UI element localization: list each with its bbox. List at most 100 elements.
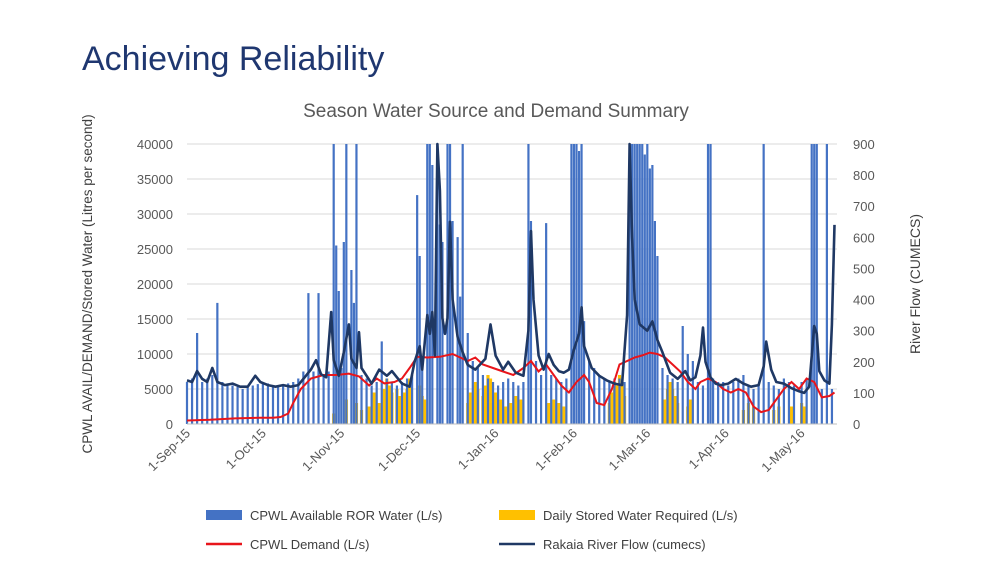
stored-bar bbox=[562, 406, 566, 424]
stored-bar bbox=[397, 396, 402, 424]
ror-bar bbox=[461, 144, 464, 424]
ror-bar bbox=[241, 389, 244, 424]
stored-bar bbox=[552, 399, 556, 424]
ror-bar bbox=[671, 378, 674, 424]
x-tick-label: 1-Oct-15 bbox=[223, 426, 269, 472]
ror-bar bbox=[426, 144, 429, 424]
ror-bar bbox=[815, 144, 818, 424]
ror-bar bbox=[512, 382, 515, 424]
ror-bar bbox=[390, 382, 393, 424]
ror-bar bbox=[742, 375, 745, 424]
ror-bar bbox=[481, 375, 485, 424]
ror-bar bbox=[757, 385, 760, 424]
legend-swatch bbox=[499, 510, 535, 520]
y-tick-label: 40000 bbox=[137, 137, 173, 152]
ror-bar bbox=[365, 378, 368, 424]
ror-bar bbox=[471, 361, 474, 424]
ror-bar bbox=[335, 245, 338, 424]
y2-tick-label: 900 bbox=[853, 137, 875, 152]
stored-bar bbox=[504, 406, 508, 424]
ror-bar bbox=[231, 385, 234, 424]
stored-bar bbox=[382, 389, 386, 424]
ror-bar bbox=[416, 195, 419, 424]
ror-bar bbox=[345, 144, 348, 424]
ror-bar bbox=[618, 378, 621, 424]
ror-bar bbox=[451, 221, 454, 424]
stored-bar bbox=[488, 378, 493, 424]
ror-bar bbox=[476, 368, 479, 424]
y-tick-label: 20000 bbox=[137, 277, 173, 292]
x-tick-label: 1-Mar-16 bbox=[606, 426, 654, 474]
ror-bar bbox=[496, 385, 500, 424]
ror-bar bbox=[327, 371, 330, 424]
ror-bar bbox=[701, 385, 705, 424]
ror-bar bbox=[577, 151, 581, 424]
ror-bar bbox=[246, 387, 249, 424]
y2-tick-label: 400 bbox=[853, 293, 875, 308]
ror-bar bbox=[436, 144, 439, 424]
stored-bar bbox=[615, 385, 619, 424]
stored-bar bbox=[493, 392, 498, 424]
ror-bar bbox=[800, 382, 803, 424]
ror-bar bbox=[201, 382, 204, 424]
ror-bar bbox=[322, 375, 325, 424]
ror-bar bbox=[631, 144, 634, 424]
ror-bar bbox=[216, 302, 219, 424]
ror-bar bbox=[777, 389, 780, 424]
ror-bar bbox=[226, 383, 229, 424]
ror-bar bbox=[410, 375, 414, 424]
ror-bar bbox=[613, 378, 616, 424]
ror-bar bbox=[706, 144, 710, 424]
y-tick-label: 35000 bbox=[137, 172, 173, 187]
ror-bar bbox=[709, 144, 712, 424]
stored-bar bbox=[663, 399, 667, 424]
x-tick-label: 1-May-16 bbox=[758, 426, 807, 475]
ror-bar bbox=[302, 371, 305, 424]
ror-bar bbox=[550, 375, 553, 424]
ror-bar bbox=[370, 385, 373, 424]
ror-bar bbox=[337, 291, 340, 424]
stored-bar bbox=[514, 396, 518, 424]
x-axis: 1-Sep-15 1-Oct-15 1-Nov-15 1-Dec-15 1-Jan-16… bbox=[145, 423, 837, 475]
stored-bar bbox=[407, 378, 412, 424]
ror-bar bbox=[638, 144, 641, 424]
stored-bar bbox=[673, 396, 677, 424]
ror-bar bbox=[282, 385, 285, 424]
ror-bar bbox=[385, 378, 388, 424]
ror-bar bbox=[307, 293, 310, 424]
ror-bar bbox=[767, 382, 770, 424]
ror-bar bbox=[696, 382, 699, 424]
ror-bar bbox=[360, 375, 363, 424]
ror-bar bbox=[646, 144, 649, 424]
ror-bar bbox=[792, 385, 796, 424]
ror-bar bbox=[623, 382, 626, 424]
x-tick-label: 1-Dec-15 bbox=[375, 426, 423, 474]
ror-bar bbox=[312, 371, 315, 424]
ror-bar bbox=[747, 385, 750, 424]
ror-bar bbox=[570, 144, 573, 424]
ror-bar bbox=[400, 382, 404, 424]
stored-bar bbox=[402, 392, 407, 424]
ror-bar bbox=[185, 382, 189, 424]
y2-axis-title: River Flow (CUMECS) bbox=[907, 214, 923, 354]
ror-bar bbox=[732, 382, 735, 424]
ror-bar bbox=[529, 221, 533, 424]
stored-bar bbox=[468, 392, 472, 424]
ror-bar bbox=[575, 144, 578, 424]
ror-bar bbox=[572, 144, 576, 424]
x-tick-label: 1-Jan-16 bbox=[455, 426, 502, 473]
ror-bar bbox=[418, 256, 421, 424]
ror-bar bbox=[251, 385, 254, 424]
ror-bar bbox=[560, 382, 563, 424]
ror-bar bbox=[261, 382, 264, 424]
ror-bar bbox=[428, 144, 431, 424]
ror-bar bbox=[603, 378, 606, 424]
ror-bar bbox=[810, 144, 813, 424]
stored-bar bbox=[499, 399, 503, 424]
ror-bar bbox=[565, 378, 568, 424]
ror-bar bbox=[375, 382, 378, 424]
y-axis-right: 0 100 200 300 400 500 600 700 800 900 bbox=[853, 137, 875, 432]
stored-bar bbox=[509, 403, 513, 424]
ror-bar bbox=[355, 144, 358, 424]
